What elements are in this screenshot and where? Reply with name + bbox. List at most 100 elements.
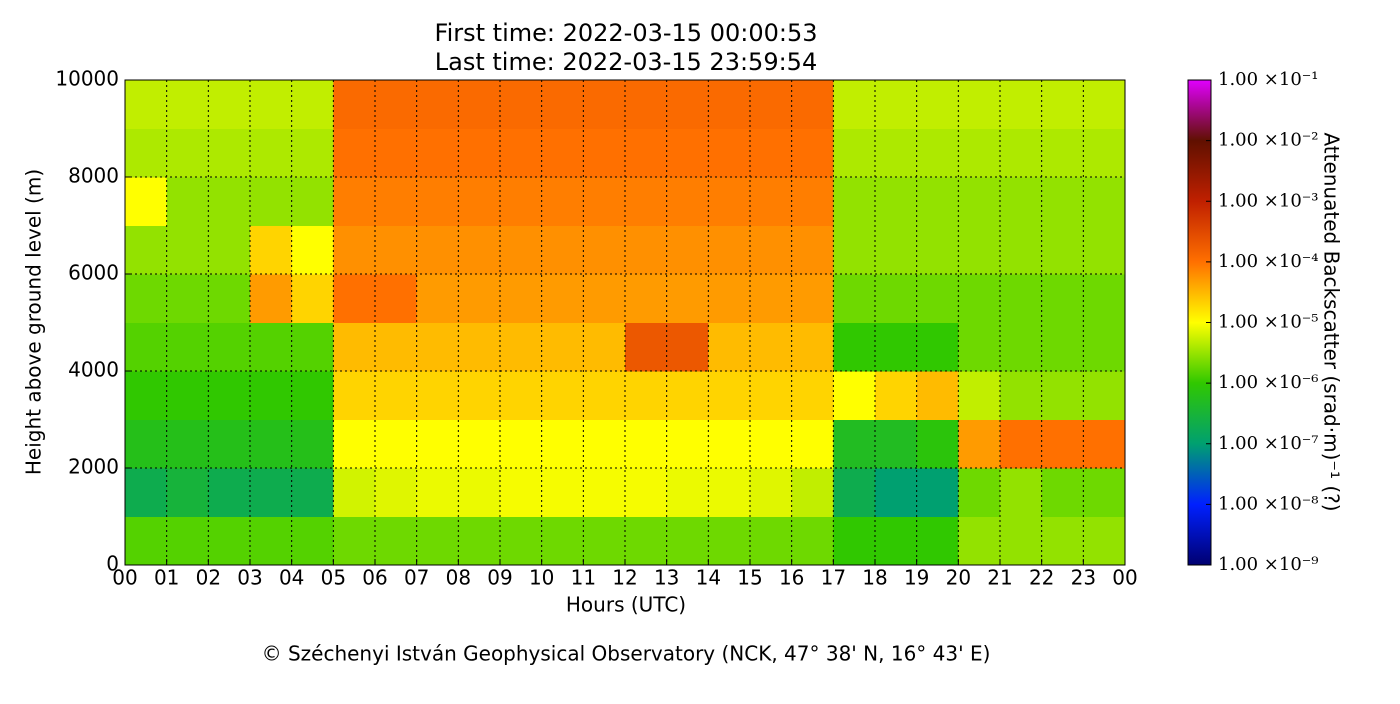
heatmap-cell — [958, 177, 1001, 226]
heatmap-cell — [625, 468, 668, 517]
heatmap-cell — [708, 516, 751, 566]
heatmap-cell — [500, 225, 543, 275]
heatmap-cell — [833, 322, 876, 372]
heatmap-cell — [291, 274, 334, 323]
heatmap-cell — [916, 468, 959, 517]
heatmap-cell — [833, 128, 876, 178]
heatmap-cell — [458, 419, 501, 469]
x-tick-label: 16 — [779, 566, 804, 590]
heatmap-cell — [708, 177, 751, 226]
heatmap-cell — [666, 225, 709, 275]
heatmap-cell — [958, 371, 1001, 420]
heatmap-cell — [375, 468, 418, 517]
heatmap-cell — [791, 419, 834, 469]
x-tick-label: 00 — [112, 566, 137, 590]
x-tick-label: 17 — [821, 566, 846, 590]
heatmap-cell — [208, 177, 251, 226]
heatmap-cell — [125, 128, 168, 178]
heatmap-cell — [958, 322, 1001, 372]
heatmap-cell — [1041, 516, 1084, 566]
heatmap-cell — [416, 128, 459, 178]
heatmap-cell — [416, 516, 459, 566]
heatmap-cell — [250, 468, 293, 517]
heatmap-cell — [1000, 128, 1043, 178]
heatmap-cell — [875, 177, 918, 226]
heatmap-cell — [916, 371, 959, 420]
heatmap-cell — [500, 274, 543, 323]
heatmap-cell — [875, 274, 918, 323]
heatmap-cell — [833, 225, 876, 275]
x-tick-label: 01 — [154, 566, 179, 590]
heatmap-cell — [1041, 177, 1084, 226]
heatmap-cell — [1041, 419, 1084, 469]
heatmap-cell — [583, 516, 626, 566]
heatmap-cell — [791, 128, 834, 178]
heatmap-cell — [708, 322, 751, 372]
heatmap-cell — [958, 468, 1001, 517]
y-tick-label: 0 — [106, 552, 119, 576]
heatmap-cell — [583, 468, 626, 517]
heatmap-cell — [708, 128, 751, 178]
heatmap-cell — [958, 128, 1001, 178]
heatmap-cell — [458, 322, 501, 372]
x-tick-label: 10 — [529, 566, 554, 590]
heatmap-cell — [250, 371, 293, 420]
heatmap-cell — [1041, 225, 1084, 275]
heatmap-cell — [916, 128, 959, 178]
heatmap-cell — [958, 80, 1001, 129]
heatmap-cell — [916, 516, 959, 566]
x-axis-label: Hours (UTC) — [566, 593, 686, 617]
chart-title: First time: 2022-03-15 00:00:53 — [435, 19, 818, 47]
heatmap-cell — [1000, 371, 1043, 420]
heatmap-cell — [583, 419, 626, 469]
heatmap-cell — [416, 225, 459, 275]
heatmap-cell — [333, 516, 376, 566]
heatmap-cell — [916, 274, 959, 323]
heatmap-cell — [458, 225, 501, 275]
heatmap-cell — [208, 322, 251, 372]
y-tick-label: 4000 — [68, 358, 119, 382]
heatmap-cell — [291, 225, 334, 275]
heatmap-cell — [625, 516, 668, 566]
x-tick-label: 15 — [737, 566, 762, 590]
heatmap-cell — [166, 468, 209, 517]
heatmap-cell — [166, 516, 209, 566]
footer: © Széchenyi István Geophysical Observato… — [262, 642, 991, 666]
heatmap-cell — [1083, 322, 1126, 372]
heatmap-cell — [333, 274, 376, 323]
heatmap-cell — [375, 322, 418, 372]
heatmap-cell — [875, 128, 918, 178]
chart-subtitle: Last time: 2022-03-15 23:59:54 — [435, 48, 817, 76]
heatmap-cell — [541, 225, 584, 275]
heatmap-cell — [625, 225, 668, 275]
heatmap-cell — [791, 516, 834, 566]
colorbar-tick-label: 1.00 ×10⁻⁶ — [1218, 372, 1319, 393]
heatmap-cell — [416, 177, 459, 226]
heatmap-cell — [416, 468, 459, 517]
heatmap-cell — [666, 274, 709, 323]
heatmap-cell — [1000, 516, 1043, 566]
heatmap-cell — [875, 468, 918, 517]
x-tick-label: 09 — [487, 566, 512, 590]
colorbar-tick-label: 1.00 ×10⁻⁴ — [1218, 251, 1319, 272]
heatmap-cell — [1083, 516, 1126, 566]
heatmap-cell — [458, 274, 501, 323]
x-tick-label: 14 — [696, 566, 721, 590]
heatmap-cell — [125, 322, 168, 372]
heatmap-cell — [458, 468, 501, 517]
heatmap-cell — [416, 322, 459, 372]
heatmap-cell — [1041, 128, 1084, 178]
heatmap-cell — [666, 371, 709, 420]
heatmap-cell — [333, 371, 376, 420]
heatmap-cell — [583, 371, 626, 420]
y-tick-label: 10000 — [55, 67, 119, 91]
heatmap-cell — [750, 371, 793, 420]
heatmap-cell — [375, 371, 418, 420]
heatmap-cell — [333, 225, 376, 275]
colorbar-tick-label: 1.00 ×10⁻¹ — [1218, 69, 1319, 90]
heatmap-cell — [375, 80, 418, 129]
heatmap-cell — [125, 468, 168, 517]
heatmap-cell — [291, 80, 334, 129]
heatmap-cell — [416, 371, 459, 420]
